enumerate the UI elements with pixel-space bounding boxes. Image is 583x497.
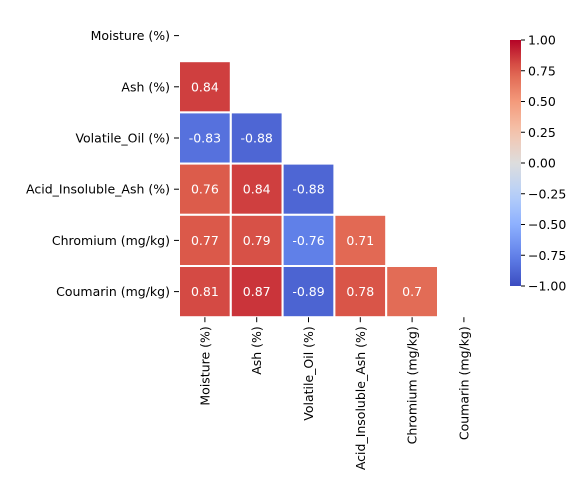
colorbar-tick-label: −1.00 bbox=[528, 279, 566, 294]
y-tick-label: Moisture (%) bbox=[91, 28, 170, 43]
cell-value-label: 0.76 bbox=[191, 182, 219, 197]
cell-value-label: -0.88 bbox=[292, 182, 324, 197]
cell-value-label: 0.81 bbox=[191, 284, 219, 299]
cell-value-label: 0.7 bbox=[402, 284, 422, 299]
x-axis-tick-labels: Moisture (%) Ash (%) Volatile_Oil (%) Acid_… bbox=[197, 317, 471, 470]
x-tick-label: Acid_Insoluble_Ash (%) bbox=[353, 326, 368, 470]
colorbar-tick-label: 0.00 bbox=[528, 156, 556, 171]
colorbar-tick-label: 0.50 bbox=[528, 94, 556, 109]
cell-value-label: 0.77 bbox=[191, 233, 219, 248]
y-tick-label: Ash (%) bbox=[121, 79, 170, 94]
cell-value-label: 0.79 bbox=[243, 233, 271, 248]
y-axis-tick-labels: Moisture (%) Ash (%) Volatile_Oil (%) Acid_… bbox=[26, 28, 179, 299]
colorbar-gradient bbox=[510, 40, 521, 286]
y-tick-label: Coumarin (mg/kg) bbox=[56, 284, 170, 299]
cell-value-label: -0.89 bbox=[292, 284, 324, 299]
cell-value-label: 0.78 bbox=[346, 284, 374, 299]
cell-value-label: 0.87 bbox=[243, 284, 271, 299]
cell-value-label: -0.83 bbox=[189, 131, 221, 146]
cell-value-label: -0.76 bbox=[292, 233, 324, 248]
colorbar-tick-label: −0.75 bbox=[528, 248, 566, 263]
x-tick-label: Coumarin (mg/kg) bbox=[456, 326, 471, 440]
cell-value-label: -0.88 bbox=[241, 131, 273, 146]
x-tick-label: Moisture (%) bbox=[197, 326, 212, 405]
colorbar-tick-label: −0.25 bbox=[528, 186, 566, 201]
x-tick-label: Ash (%) bbox=[249, 326, 264, 375]
colorbar-tick-label: −0.50 bbox=[528, 217, 566, 232]
x-tick-label: Chromium (mg/kg) bbox=[405, 326, 420, 444]
y-tick-label: Volatile_Oil (%) bbox=[75, 131, 170, 146]
colorbar: 1.00 0.75 0.50 0.25 0.00 −0.25 −0.50 −0.75 −1.00 bbox=[510, 33, 566, 294]
colorbar-tick-label: 0.25 bbox=[528, 125, 556, 140]
x-tick-label: Volatile_Oil (%) bbox=[301, 326, 316, 421]
y-tick-label: Acid_Insoluble_Ash (%) bbox=[26, 182, 170, 197]
cell-value-label: 0.71 bbox=[346, 233, 374, 248]
cell-value-label: 0.84 bbox=[191, 79, 219, 94]
y-tick-label: Chromium (mg/kg) bbox=[52, 233, 170, 248]
colorbar-tick-label: 1.00 bbox=[528, 33, 556, 48]
cell-value-label: 0.84 bbox=[243, 182, 271, 197]
colorbar-tick-label: 0.75 bbox=[528, 63, 556, 78]
